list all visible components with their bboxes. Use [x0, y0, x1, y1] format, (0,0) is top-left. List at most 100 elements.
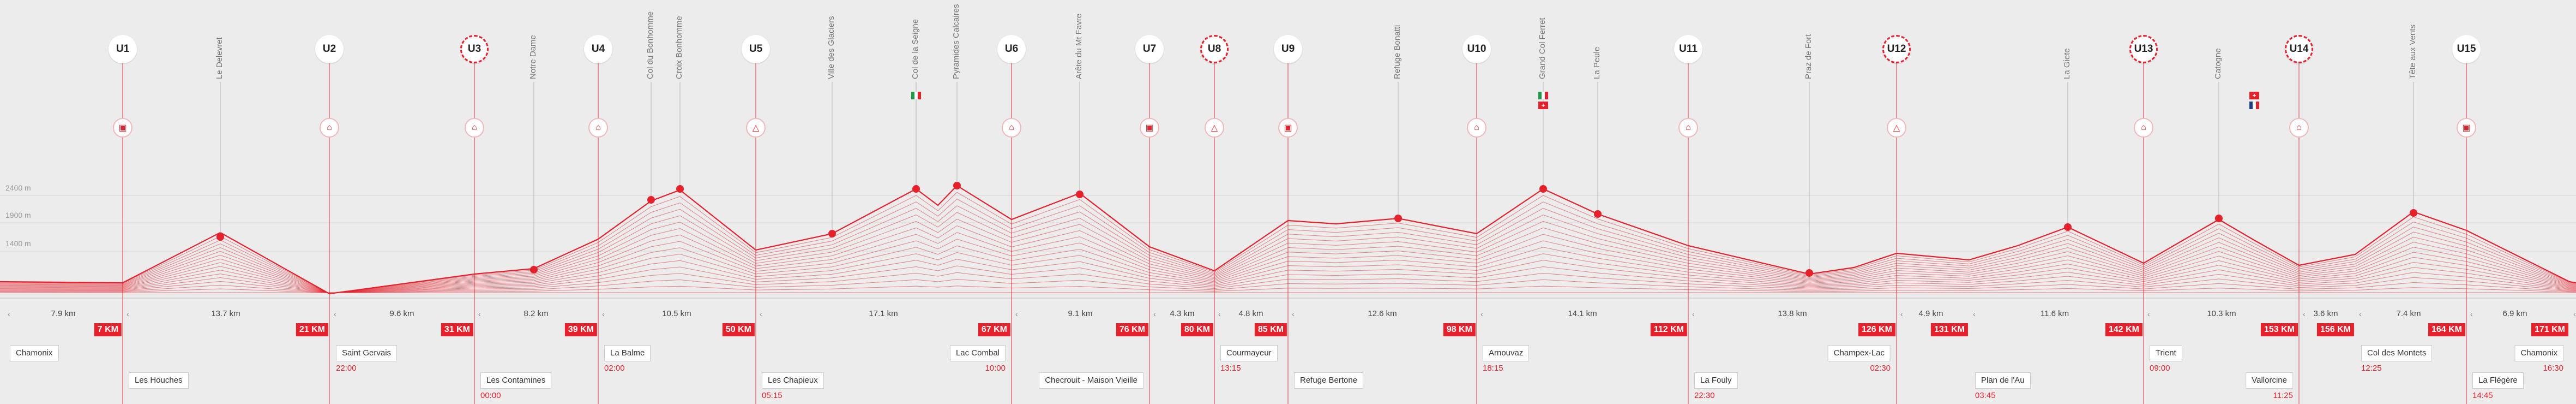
segment-distance: 7.4 km	[2396, 309, 2421, 318]
profile-contour-line	[0, 212, 2576, 294]
swiss-flag-icon: +	[2249, 92, 2259, 99]
place-label: Chamonix	[2514, 345, 2563, 361]
peak-label: Tête aux Vents	[2408, 24, 2417, 79]
peak-dot	[953, 182, 961, 189]
profile-contour-line	[0, 286, 2576, 293]
km-marker: 153 KM	[2260, 323, 2298, 336]
segment-distance: 13.7 km	[211, 309, 240, 318]
hotel-icon: ⌂	[2289, 118, 2309, 138]
stage-badge: U1	[109, 35, 137, 63]
place-time: 11:25	[2273, 391, 2293, 400]
profile-contour-line	[0, 259, 2576, 294]
place-label: Plan de l'Au	[1975, 372, 2031, 389]
peak-dot	[2215, 215, 2223, 222]
peak-label: Croix Bonhomme	[675, 16, 684, 79]
peak-dot	[912, 185, 920, 193]
place-time: 09:00	[2150, 364, 2170, 373]
hotel-icon: ⌂	[588, 118, 608, 138]
km-marker: 67 KM	[978, 323, 1010, 336]
stage-badge: U3	[460, 35, 489, 63]
tent-icon: △	[746, 118, 766, 138]
segment-distance: 3.6 km	[2313, 309, 2338, 318]
chevron-icon: ‹	[2303, 310, 2306, 318]
stage-badge: U15	[2452, 35, 2481, 63]
stage-badge: U6	[997, 35, 1026, 63]
stage-badge: U8	[1200, 35, 1229, 63]
chevron-icon: ‹	[8, 310, 10, 318]
place-label: Champex-Lac	[1827, 345, 1891, 361]
place-label: Checrouit - Maison Vieille	[1039, 372, 1143, 389]
peak-dot	[828, 230, 836, 237]
segment-distance: 12.6 km	[1368, 309, 1397, 318]
chevron-icon: ‹	[1480, 310, 1483, 318]
km-marker: 156 KM	[2316, 323, 2354, 336]
place-label: Saint Gervais	[336, 345, 398, 361]
refuge-icon: ▣	[1140, 118, 1159, 138]
profile-contour-line	[0, 239, 2576, 294]
stage-badge: U9	[1274, 35, 1302, 63]
km-marker: 21 KM	[296, 323, 328, 336]
place-label: La Flégère	[2472, 372, 2524, 389]
place-label: Vallorcine	[2246, 372, 2293, 389]
stage-badge: U13	[2129, 35, 2158, 63]
swiss-flag-icon: +	[1538, 102, 1548, 109]
place-label: Arnouvaz	[1483, 345, 1530, 361]
place-time: 10:00	[985, 364, 1006, 373]
segment-distance: 9.1 km	[1068, 309, 1093, 318]
peak-label: Ville des Glaciers	[827, 16, 836, 79]
profile-contour-line	[0, 252, 2576, 294]
segment-distance: 4.3 km	[1170, 309, 1195, 318]
segment-distance: 8.2 km	[523, 309, 549, 318]
profile-contour-line	[0, 232, 2576, 294]
peak-dot	[1594, 210, 1602, 218]
refuge-icon: ▣	[2457, 118, 2476, 138]
tent-icon: △	[1205, 118, 1224, 138]
stage-badge: U4	[584, 35, 612, 63]
y-axis-label: 1900 m	[5, 211, 31, 219]
km-marker: 126 KM	[1858, 323, 1895, 336]
refuge-icon: ▣	[1278, 118, 1298, 138]
stage-badge: U14	[2285, 35, 2313, 63]
place-label: Courmayeur	[1220, 345, 1278, 361]
km-marker: 50 KM	[722, 323, 755, 336]
segment-distance: 9.6 km	[389, 309, 414, 318]
peak-label: La Peule	[1592, 46, 1602, 79]
chevron-icon: ‹	[1218, 310, 1221, 318]
y-axis-label: 1400 m	[5, 239, 31, 248]
place-time: 05:15	[762, 391, 783, 400]
place-time: 18:15	[1483, 364, 1503, 373]
hotel-icon: ⌂	[2134, 118, 2153, 138]
segment-distance: 10.5 km	[662, 309, 691, 318]
chevron-icon: ‹	[760, 310, 762, 318]
chevron-icon: ‹	[1900, 310, 1903, 318]
peak-label: Notre Dame	[528, 35, 538, 79]
stage-badge: U10	[1462, 35, 1491, 63]
place-time: 14:45	[2472, 391, 2493, 400]
peak-label: Col de la Seigne	[911, 19, 920, 79]
place-label: La Balme	[604, 345, 651, 361]
chevron-icon: ‹	[2359, 310, 2362, 318]
stage-badge: U7	[1135, 35, 1164, 63]
italy-flag-icon	[1538, 92, 1548, 99]
place-time: 03:45	[1975, 391, 1996, 400]
profile-contour-line	[0, 272, 2576, 293]
stage-badge: U12	[1882, 35, 1911, 63]
stage-badge: U11	[1674, 35, 1702, 63]
peak-dot	[1076, 191, 1084, 198]
place-time: 00:00	[480, 391, 501, 400]
profile-contour-line	[0, 185, 2576, 295]
segment-distance: 4.9 km	[1918, 309, 1943, 318]
chevron-icon: ‹	[334, 310, 336, 318]
peak-label: Arête du Mt Favre	[1074, 13, 1084, 79]
segment-distance: 7.9 km	[51, 309, 76, 318]
chevron-icon: ‹	[1973, 310, 1976, 318]
km-marker: 164 KM	[2428, 323, 2465, 336]
place-time: 16:30	[2543, 364, 2563, 373]
place-time: 22:00	[336, 364, 357, 373]
stage-badge: U2	[315, 35, 344, 63]
segment-distance: 11.6 km	[2040, 309, 2069, 318]
peak-label: Catogne	[2213, 48, 2223, 79]
chevron-icon: ‹	[1015, 310, 1018, 318]
km-marker: 171 KM	[2531, 323, 2568, 336]
place-label: Chamonix	[10, 345, 59, 361]
